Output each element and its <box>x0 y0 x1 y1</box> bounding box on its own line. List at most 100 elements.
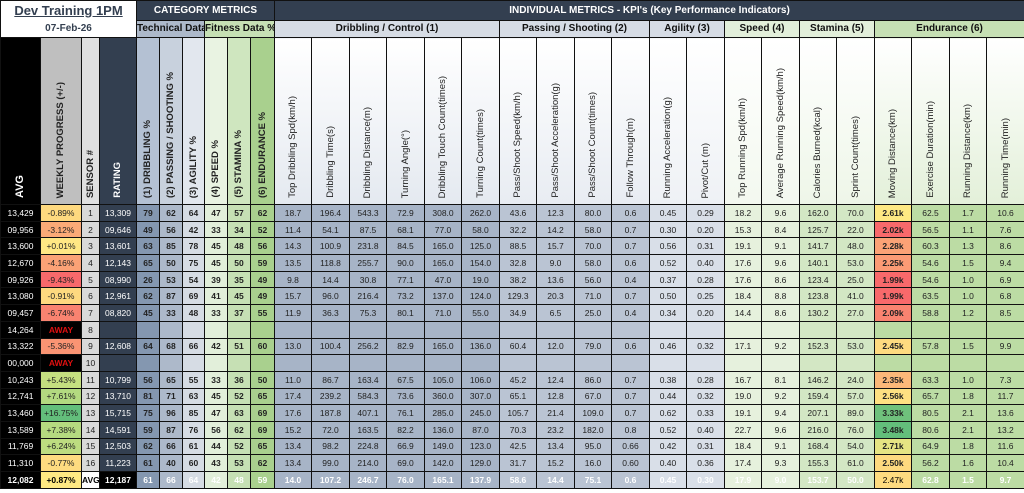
session-date: 07-Feb-26 <box>45 23 92 34</box>
kpi-value: 163.5 <box>349 420 387 439</box>
column-header-label: Dribbling Distance(m) <box>363 106 373 198</box>
category-score: 45 <box>204 237 228 256</box>
column-header[interactable]: Running Time(min) <box>985 37 1024 205</box>
table-row[interactable]: 11,769 +6.24% 15 12,503 62 66 61 44 52 65 13.4 98.2… <box>0 437 1024 456</box>
kpi-value <box>761 320 800 339</box>
column-header-label: Dribbling Time(s) <box>325 126 336 198</box>
kpi-value: 0.62 <box>649 404 687 422</box>
column-header-label: Exercise Duration(min) <box>925 101 936 198</box>
column-header-label: (3) AGILITY % <box>188 135 199 198</box>
table-row[interactable]: 00,000 AWAY 10 <box>0 354 1024 372</box>
table-row[interactable]: 13,460 +16.75% 13 15,715 75 96 85 47 63 69 17.6 187… <box>0 404 1024 422</box>
category-score: 59 <box>250 254 275 272</box>
player-avg-score: 13,589 <box>0 420 41 439</box>
column-header[interactable]: (3) AGILITY % <box>182 37 205 205</box>
column-header[interactable]: Calories Burned(kcal) <box>799 37 837 205</box>
column-header-label: (6) ENDURANCE % <box>257 111 268 198</box>
kpi-value <box>874 320 912 339</box>
kpi-value: 13.4 <box>274 437 312 456</box>
table-row[interactable]: 13,429 -0.89% 1 13,309 79 62 64 47 57 62 18.7 196.4… <box>0 204 1024 222</box>
column-header-label: (4) SPEED % <box>211 140 221 198</box>
column-header[interactable]: Moving Distance(km) <box>874 37 912 205</box>
column-header[interactable]: Dribbling Time(s) <box>311 37 350 205</box>
column-header[interactable]: Sprint Count(times) <box>836 37 875 205</box>
column-header[interactable]: (4) SPEED % <box>204 37 228 205</box>
column-header[interactable]: WEEKLY PROGRESS (+/-) <box>40 37 82 205</box>
kpi-value: 18.7 <box>274 204 312 222</box>
kpi-value: 99.0 <box>311 454 350 472</box>
kpi-value: 77.0 <box>424 220 462 239</box>
category-score: 56 <box>250 237 275 256</box>
kpi-value: 9.6 <box>761 420 800 439</box>
kpi-value: 118.8 <box>311 254 350 272</box>
sensor-number: 1 <box>81 204 100 222</box>
column-header[interactable]: Top Dribbling Spd(km/h) <box>274 37 312 205</box>
column-header[interactable]: Turning Count(times) <box>461 37 500 205</box>
category-score: 96 <box>159 404 183 422</box>
column-header[interactable]: Pass/Shoot Speed(km/h) <box>499 37 537 205</box>
kpi-value: 196.4 <box>311 204 350 222</box>
table-row[interactable]: 14,264 AWAY 8 <box>0 320 1024 339</box>
table-row[interactable]: 09,956 -3.12% 2 09,646 49 56 42 33 34 52 11.4 54.1 8… <box>0 220 1024 239</box>
column-header[interactable]: (1) DRIBBLING % <box>136 37 160 205</box>
kpi-value: 75.1 <box>574 471 612 489</box>
kpi-value: 31.7 <box>499 454 537 472</box>
table-row[interactable]: 11,310 -0.77% 16 11,223 61 40 60 43 53 62 13.4 99.0… <box>0 454 1024 472</box>
column-header[interactable]: (6) ENDURANCE % <box>250 37 275 205</box>
kpi-value: 584.3 <box>349 387 387 406</box>
table-row[interactable]: 09,926 -9.43% 5 08,990 26 53 54 39 35 49 9.8 14.4 30… <box>0 270 1024 289</box>
kpi-value: 54.0 <box>836 437 875 456</box>
column-header-label: AVG <box>15 174 26 198</box>
column-header[interactable]: Running Distance(km) <box>949 37 987 205</box>
column-header[interactable]: SENSOR # <box>81 37 100 205</box>
table-row[interactable]: 12,741 +7.61% 12 13,710 81 71 63 45 52 65 17.4 239.… <box>0 387 1024 406</box>
table-row[interactable]: 12,670 -4.16% 4 12,143 65 50 75 45 50 59 13.5 118.8… <box>0 254 1024 272</box>
column-header-label: Pass/Shoot Count(times) <box>588 92 598 198</box>
category-metrics-header: CATEGORY METRICS <box>136 0 275 21</box>
column-header[interactable]: Pass/Shoot Acceleration(g) <box>536 37 575 205</box>
column-header[interactable]: Dribbling Touch Count(times) <box>424 37 462 205</box>
column-header[interactable]: Top Running Spd(km/h) <box>724 37 762 205</box>
kpi-value: 0.60 <box>611 454 650 472</box>
kpi-value: 245.0 <box>461 404 500 422</box>
table-row[interactable]: 13,322 -5.36% 9 12,608 64 68 66 42 51 60 13.0 100.4… <box>0 337 1024 356</box>
category-score: 49 <box>136 220 160 239</box>
column-header[interactable]: AVG <box>0 37 41 205</box>
player-avg-score: 09,457 <box>0 304 41 322</box>
column-header[interactable]: Turning Angle(°) <box>386 37 425 205</box>
kpi-value: 24.0 <box>836 370 875 389</box>
table-row[interactable]: 13,589 +7.38% 14 14,591 59 87 76 56 62 69 15.2 72.0… <box>0 420 1024 439</box>
column-header[interactable]: Average Running Speed(km/h) <box>761 37 800 205</box>
column-header[interactable]: Exercise Duration(min) <box>911 37 950 205</box>
column-header[interactable]: Dribbling Distance(m) <box>349 37 387 205</box>
column-header[interactable]: (5) STAMINA % <box>227 37 251 205</box>
column-header[interactable]: Pivot/Cut (m) <box>686 37 725 205</box>
kpi-value: 0.20 <box>686 304 725 322</box>
table-row[interactable]: 13,080 -0.91% 6 12,961 62 87 69 41 45 49 15.7 96.0 2… <box>0 287 1024 306</box>
table-row[interactable]: 09,457 -6.74% 7 08,820 45 33 48 33 37 55 11.9 36.3 7… <box>0 304 1024 322</box>
kpi-value: 1.5 <box>949 337 987 356</box>
kpi-value: 70.0 <box>836 204 875 222</box>
kpi-value: 14.2 <box>536 220 575 239</box>
column-header[interactable]: Pass/Shoot Count(times) <box>574 37 612 205</box>
category-score: 62 <box>250 454 275 472</box>
average-row[interactable]: 12,082+0.87%AVG-12,18761666442485914.010… <box>0 471 1024 489</box>
sensor-number: 9 <box>81 337 100 356</box>
kpi-value: 63.5 <box>911 287 950 306</box>
kpi-value: 9.2 <box>761 387 800 406</box>
kpi-value: 165.0 <box>424 237 462 256</box>
player-avg-score: 12,741 <box>0 387 41 406</box>
kpi-value: 66.9 <box>386 437 425 456</box>
column-header[interactable]: RATING <box>99 37 137 205</box>
column-header[interactable]: Follow Through(m) <box>611 37 650 205</box>
kpi-value: 0.30 <box>649 220 687 239</box>
kpi-value: 7.3 <box>985 370 1024 389</box>
table-row[interactable]: 10,243 +5.43% 11 10,799 56 65 55 33 36 50 11.0 86.7… <box>0 370 1024 389</box>
category-score <box>250 320 275 339</box>
column-header[interactable]: Running Acceleration(g) <box>649 37 687 205</box>
table-row[interactable]: 13,600 +0.01% 3 13,601 63 85 78 45 48 56 14.3 100.9… <box>0 237 1024 256</box>
kpi-value: 125.7 <box>799 220 837 239</box>
category-score: 66 <box>182 337 205 356</box>
column-header[interactable]: (2) PASSING / SHOOTING % <box>159 37 183 205</box>
column-header-label: Pass/Shoot Speed(km/h) <box>513 92 523 198</box>
